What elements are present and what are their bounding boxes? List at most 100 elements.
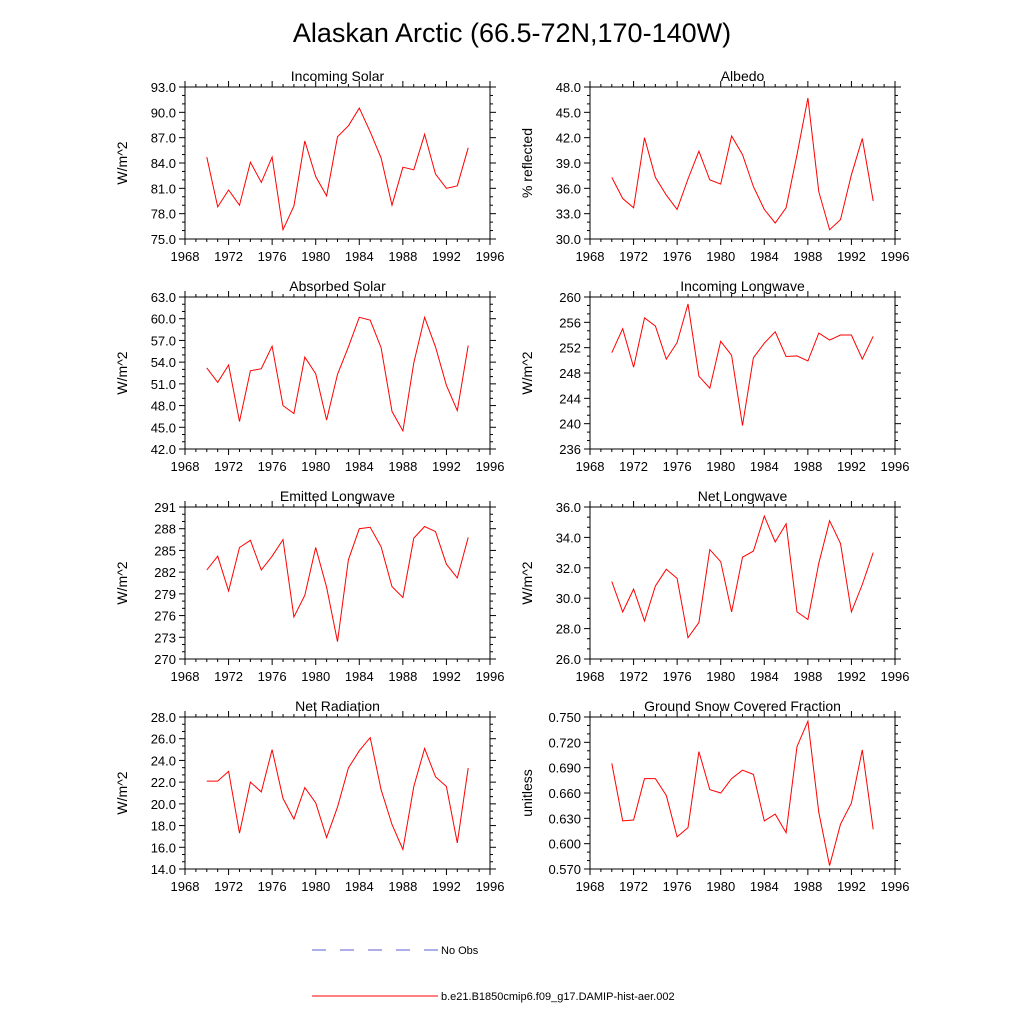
y-tick-label: 240 — [559, 417, 581, 432]
panel-1: Incoming Solar W/m^2 1968 1972 1976 1980 1984 1… — [114, 68, 504, 264]
y-tick-label: 244 — [559, 391, 581, 406]
x-tick-label: 1984 — [345, 669, 374, 684]
y-axis-label: W/m^2 — [114, 141, 130, 184]
x-tick-label: 1980 — [301, 459, 330, 474]
y-tick-label: 60.0 — [151, 312, 176, 327]
panel-title: Emitted Longwave — [280, 488, 395, 504]
y-tick-label: 0.600 — [548, 837, 581, 852]
panel-2: Albedo % reflected 1968 1972 1976 1980 1984 198… — [519, 68, 909, 264]
y-tick-label: 282 — [154, 565, 176, 580]
x-tick-label: 1976 — [258, 459, 287, 474]
x-tick-label: 1988 — [388, 459, 417, 474]
x-tick-label: 1992 — [432, 249, 461, 264]
y-tick-label: 81.0 — [151, 181, 176, 196]
y-tick-label: 48.0 — [151, 399, 176, 414]
x-tick-label: 1976 — [258, 249, 287, 264]
y-tick-label: 252 — [559, 341, 581, 356]
x-tick-label: 1984 — [345, 249, 374, 264]
x-tick-label: 1996 — [881, 669, 910, 684]
x-tick-label: 1976 — [258, 669, 287, 684]
x-tick-label: 1972 — [619, 879, 648, 894]
x-tick-label: 1988 — [793, 459, 822, 474]
x-tick-label: 1992 — [432, 879, 461, 894]
panel-title: Absorbed Solar — [289, 278, 386, 294]
plot-frame — [589, 506, 896, 660]
x-tick-label: 1980 — [706, 249, 735, 264]
panel-title: Albedo — [721, 68, 765, 84]
y-axis-label: W/m^2 — [114, 561, 130, 604]
y-tick-label: 34.0 — [556, 530, 581, 545]
x-tick-label: 1988 — [388, 249, 417, 264]
panel-3: Absorbed Solar W/m^2 1968 1972 1976 1980 1984 1… — [114, 278, 504, 474]
y-tick-label: 32.0 — [556, 561, 581, 576]
y-tick-label: 285 — [154, 543, 176, 558]
x-tick-label: 1980 — [301, 669, 330, 684]
y-tick-label: 0.570 — [548, 862, 581, 877]
y-tick-label: 36.0 — [556, 500, 581, 515]
plot-frame — [184, 296, 491, 450]
x-tick-label: 1996 — [881, 249, 910, 264]
x-tick-label: 1996 — [476, 669, 505, 684]
plot-frame — [184, 716, 491, 870]
x-tick-label: 1980 — [706, 879, 735, 894]
y-tick-label: 93.0 — [151, 80, 176, 95]
x-tick-label: 1976 — [663, 669, 692, 684]
plot-frame — [589, 716, 896, 870]
y-tick-label: 0.720 — [548, 735, 581, 750]
y-tick-label: 45.0 — [556, 105, 581, 120]
y-tick-label: 48.0 — [556, 80, 581, 95]
y-tick-label: 87.0 — [151, 131, 176, 146]
y-tick-label: 26.0 — [556, 652, 581, 667]
panel-title: Incoming Solar — [291, 68, 385, 84]
series-line-1 — [611, 719, 874, 866]
x-tick-label: 1996 — [881, 459, 910, 474]
y-tick-label: 26.0 — [151, 732, 176, 747]
y-axis-label: W/m^2 — [114, 771, 130, 814]
x-tick-label: 1988 — [388, 669, 417, 684]
y-tick-label: 20.0 — [151, 797, 176, 812]
y-tick-label: 0.660 — [548, 786, 581, 801]
y-tick-label: 291 — [154, 500, 176, 515]
x-tick-label: 1992 — [432, 669, 461, 684]
y-tick-label: 42.0 — [151, 442, 176, 457]
figure-title: Alaskan Arctic (66.5-72N,170-140W) — [293, 18, 731, 48]
y-tick-label: 42.0 — [556, 131, 581, 146]
y-tick-label: 90.0 — [151, 105, 176, 120]
x-tick-label: 1972 — [214, 669, 243, 684]
x-tick-label: 1972 — [619, 459, 648, 474]
x-tick-label: 1988 — [388, 879, 417, 894]
y-tick-label: 33.0 — [556, 207, 581, 222]
series-line-1 — [206, 736, 469, 852]
x-tick-label: 1996 — [476, 249, 505, 264]
x-tick-label: 1968 — [576, 249, 605, 264]
y-tick-label: 36.0 — [556, 181, 581, 196]
plot-frame — [589, 296, 896, 450]
x-tick-label: 1972 — [214, 879, 243, 894]
series-line-1 — [206, 315, 469, 433]
x-tick-label: 1984 — [750, 459, 779, 474]
x-tick-label: 1968 — [576, 669, 605, 684]
x-tick-label: 1968 — [576, 879, 605, 894]
panel-title: Ground Snow Covered Fraction — [644, 698, 841, 714]
x-tick-label: 1992 — [837, 879, 866, 894]
y-tick-label: 18.0 — [151, 819, 176, 834]
x-tick-label: 1976 — [663, 459, 692, 474]
panels: Incoming Solar W/m^2 1968 1972 1976 1980 1984 1… — [114, 68, 909, 894]
series-line-1 — [206, 107, 469, 232]
y-tick-label: 236 — [559, 442, 581, 457]
y-tick-label: 78.0 — [151, 207, 176, 222]
y-tick-label: 63.0 — [151, 290, 176, 305]
y-tick-label: 24.0 — [151, 753, 176, 768]
x-tick-label: 1972 — [214, 249, 243, 264]
plot-frame — [184, 86, 491, 240]
y-tick-label: 57.0 — [151, 333, 176, 348]
legend-model-label: b.e21.B1850cmip6.f09_g17.DAMIP-hist-aer.… — [441, 991, 675, 1003]
x-tick-label: 1984 — [750, 249, 779, 264]
y-tick-label: 270 — [154, 652, 176, 667]
x-tick-label: 1992 — [837, 249, 866, 264]
x-tick-label: 1984 — [345, 459, 374, 474]
y-axis-label: W/m^2 — [114, 351, 130, 394]
y-tick-label: 84.0 — [151, 156, 176, 171]
y-tick-label: 54.0 — [151, 355, 176, 370]
